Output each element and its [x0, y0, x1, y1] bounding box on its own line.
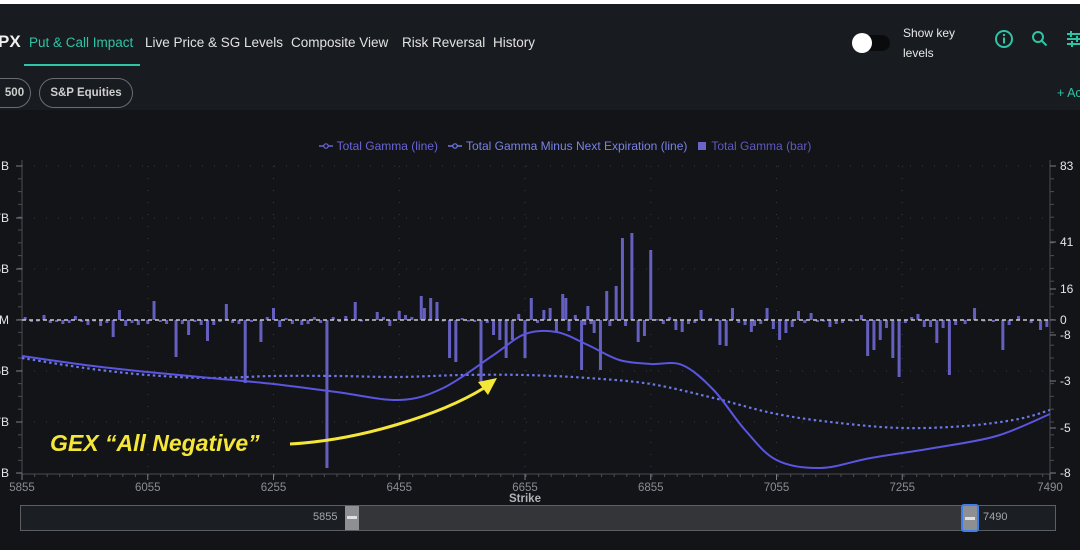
tab-history[interactable]: History	[493, 35, 536, 50]
add-link[interactable]: + Ac	[1057, 86, 1080, 100]
toggle-knob	[852, 33, 872, 53]
pill-sp500[interactable]: 500	[0, 78, 31, 108]
axis-tick-labels: IB7B6BM6B7BIB8341160-8-3-5-8585560556255…	[0, 159, 1074, 505]
svg-text:-3: -3	[1060, 374, 1071, 388]
line-marker-icon	[318, 143, 333, 149]
pill-sp-equities[interactable]: S&P Equities	[39, 78, 133, 108]
search-icon[interactable]	[1031, 30, 1049, 48]
range-selection[interactable]	[354, 506, 974, 530]
arrow-head-icon	[478, 378, 497, 395]
slider-right-handle[interactable]	[961, 504, 979, 532]
tab-live-price-sg-levels[interactable]: Live Price & SG Levels	[145, 35, 284, 50]
svg-text:7055: 7055	[764, 482, 790, 494]
svg-text:-5: -5	[1060, 421, 1071, 435]
settings-sliders-icon[interactable]	[1066, 30, 1080, 48]
ticker-label: PX	[0, 32, 21, 51]
show-key-levels-toggle[interactable]	[852, 33, 892, 53]
line-marker-icon	[447, 143, 462, 149]
tab-composite-view[interactable]: Composite View	[291, 35, 389, 50]
svg-text:0: 0	[1060, 313, 1067, 327]
svg-text:41: 41	[1060, 235, 1074, 249]
svg-text:6B: 6B	[0, 262, 9, 276]
gex-annotation: GEX “All Negative”	[50, 430, 260, 456]
svg-text:16: 16	[1060, 282, 1074, 296]
svg-text:5855: 5855	[9, 482, 35, 494]
svg-text:7490: 7490	[1037, 482, 1063, 494]
legend-label: Total Gamma (bar)	[711, 139, 812, 153]
svg-text:6655: 6655	[512, 482, 538, 494]
annotation-arrow	[289, 386, 485, 446]
total-gamma-bars	[23, 233, 1049, 468]
top-strip	[0, 0, 1080, 4]
svg-text:IB: IB	[0, 159, 9, 173]
svg-text:6055: 6055	[135, 482, 161, 494]
svg-text:-8: -8	[1060, 466, 1071, 480]
total-gamma-line	[21, 329, 1051, 470]
legend-item-total-gamma-minus-next-exp[interactable]: Total Gamma Minus Next Expiration (line)	[447, 139, 688, 153]
svg-text:6455: 6455	[386, 482, 412, 494]
svg-text:6255: 6255	[261, 482, 287, 494]
svg-text:M: M	[0, 313, 9, 327]
axes	[16, 160, 1056, 480]
legend-label: Total Gamma (line)	[336, 139, 438, 153]
svg-text:7255: 7255	[889, 482, 915, 494]
tab-risk-reversal[interactable]: Risk Reversal	[402, 35, 486, 50]
slider-min-label: 5855	[313, 511, 338, 523]
active-tab-indicator	[24, 64, 140, 66]
range-slider[interactable]: 5855 7490	[20, 504, 1056, 532]
tab-put-call-impact[interactable]: Put & Call Impact	[29, 35, 134, 50]
svg-text:7B: 7B	[0, 415, 9, 429]
svg-text:6B: 6B	[0, 364, 9, 378]
toggle-label-line1: Show key	[903, 26, 956, 40]
total-gamma-minus-next-expiration-line	[21, 356, 1051, 430]
slider-left-handle[interactable]	[345, 506, 359, 530]
toggle-label: Show key levels	[903, 23, 973, 63]
svg-text:-8: -8	[1060, 328, 1071, 342]
header: PX Put & Call Impact Live Price & SG Lev…	[0, 4, 1080, 110]
bar-marker-icon	[698, 142, 707, 150]
info-icon[interactable]	[994, 29, 1014, 49]
svg-text:IB: IB	[0, 466, 9, 480]
slider-max-label: 7490	[983, 511, 1008, 523]
legend-label: Total Gamma Minus Next Expiration (line)	[465, 139, 688, 153]
chart-legend: Total Gamma (line) Total Gamma Minus Nex…	[0, 139, 1080, 153]
svg-text:83: 83	[1060, 159, 1074, 173]
toggle-label-line2: levels	[903, 46, 934, 60]
svg-text:7B: 7B	[0, 211, 9, 225]
svg-text:Strike: Strike	[509, 493, 541, 505]
legend-item-total-gamma-line[interactable]: Total Gamma (line)	[318, 139, 438, 153]
legend-item-total-gamma-bar[interactable]: Total Gamma (bar)	[697, 139, 811, 153]
svg-text:6855: 6855	[638, 482, 664, 494]
